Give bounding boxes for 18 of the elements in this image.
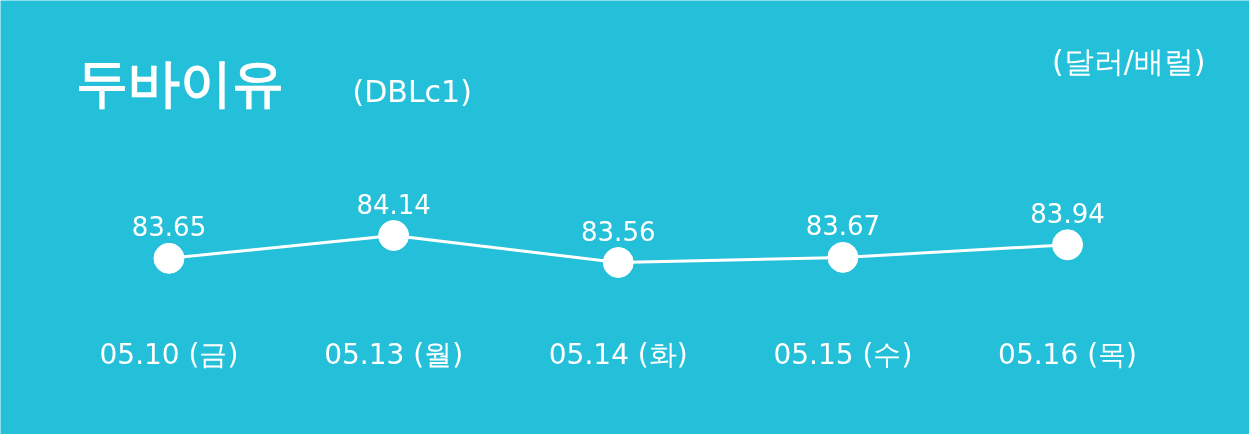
data-label: 83.65	[131, 212, 207, 243]
x-tick-label: 05.13 (월)	[324, 337, 464, 371]
x-tick-label: 05.14 (화)	[548, 337, 688, 371]
point	[602, 247, 634, 278]
data-label: 83.67	[805, 211, 881, 242]
text: (달러/배럴)	[1051, 43, 1206, 79]
point	[378, 220, 410, 251]
data-label: 84.14	[356, 189, 431, 220]
point	[827, 241, 859, 273]
point	[1052, 229, 1084, 261]
x-tick-label: 05.15 (수)	[773, 337, 913, 371]
chart-subtitle: (DBLc1)	[352, 73, 472, 109]
x-tick-label: 05.16 (목)	[998, 337, 1137, 371]
x-tick-label: 05.10 (금)	[99, 337, 239, 371]
chart-title: 두바이유	[75, 52, 284, 113]
point	[153, 242, 185, 274]
data-label: 83.56	[581, 216, 656, 247]
data-label: 83.94	[1030, 198, 1105, 229]
